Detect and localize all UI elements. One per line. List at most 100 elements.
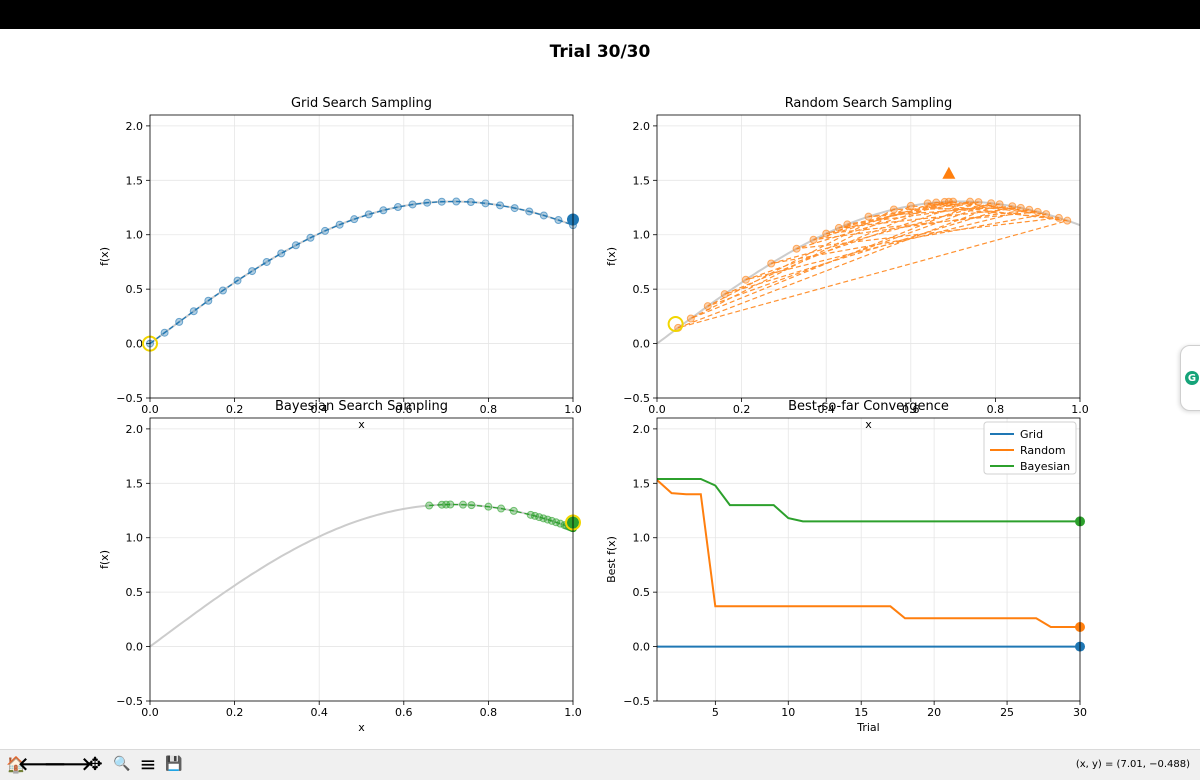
sample-point [1025,205,1034,214]
sample-point [437,500,446,509]
sample-point [452,197,461,206]
true-function-curve [150,200,573,345]
sample-point [262,257,271,266]
back-button[interactable]: 🡐 [18,753,66,775]
x-tick-label: 1.0 [564,706,582,719]
axes-title: Bayesian Search Sampling [275,399,448,414]
sample-point [350,215,359,224]
y-tick-label: 2.0 [633,120,651,133]
sample-point [686,314,695,323]
x-tick-label: 0.4 [310,706,328,719]
plot-toolbar: 🏠 🡐 🡒 ✥ 🔍 ≡ 💾 (x, y) = (7.01, −0.488) [0,749,1200,780]
axes-title: Best-so-far Convergence [788,399,949,414]
sample-point [741,275,750,284]
sample-point [932,198,941,207]
sample-point [291,241,300,250]
figure-suptitle: Trial 30/30 [550,42,651,62]
axes-frame [149,114,574,399]
x-tick-label: 0.0 [141,403,159,416]
sample-point [987,199,996,208]
y-tick-label: 1.0 [633,532,651,545]
save-button[interactable]: 💾 [163,753,185,775]
y-axis-label: f(x) [605,247,618,266]
sample-point [496,201,505,210]
sample-point [510,204,519,213]
sample-point [1016,203,1025,212]
subplot-grid: 0.0 0.2 0.4 0.6 0.8 1.0−0.50.00.51.01.52.0Gri… [98,96,582,431]
zoom-button[interactable]: 🔍 [111,753,133,775]
sample-point [552,518,561,527]
sample-point [437,197,446,206]
sample-point [889,205,898,214]
y-tick-label: 1.5 [633,477,651,490]
sample-point [466,198,475,207]
sliders-icon: ≡ [139,752,157,776]
subplot-convergence: 5 10 15 20 25 30 −0.5 0.0 0.5 1.0 1.5 2.0 Best-so-fa… [605,399,1087,734]
plot-area [150,503,573,648]
sample-point [923,199,932,208]
sample-point [949,197,958,206]
x-tick-label: 5 [712,706,719,719]
sample-point [974,198,983,207]
sample-point [1033,207,1042,216]
y-tick-label: 1.0 [126,532,144,545]
sample-point [843,220,852,229]
x-tick-label: 0.8 [480,403,498,416]
y-tick-label: 0.5 [633,586,651,599]
sample-point [1054,213,1063,222]
sample-point [393,203,402,212]
forward-button[interactable]: 🡒 [44,753,92,775]
sample-point [809,235,818,244]
sample-point [175,317,184,326]
sample-point [995,200,1004,209]
x-tick-label: 30 [1073,706,1087,719]
x-axis-label: x [358,418,365,431]
configure-subplots-button[interactable]: ≡ [137,752,159,776]
y-tick-label: −0.5 [116,392,143,405]
y-tick-label: 1.0 [633,229,651,242]
y-tick-label: 1.5 [126,174,144,187]
axes-frame [149,417,574,702]
x-tick-label: 0.0 [141,706,159,719]
sample-point [767,259,776,268]
y-tick-label: 0.0 [126,641,144,654]
axes-title: Grid Search Sampling [291,96,432,111]
y-tick-label: 1.5 [126,477,144,490]
pan-button[interactable]: ✥ [84,753,106,775]
y-axis-label: f(x) [98,550,111,569]
legend: Grid Random Bayesian [983,421,1077,475]
sample-point [321,226,330,235]
y-tick-label: 2.0 [126,120,144,133]
sample-point [204,296,213,305]
x-tick-label: 25 [1000,706,1014,719]
y-axis-label: Best f(x) [605,536,618,583]
x-tick-label: 0.8 [987,403,1005,416]
figure-canvas: Trial 30/30 0.0 0.2 0.4 0.6 0.8 1.0−0.50.00.5… [98,42,1089,734]
arrow-right-icon: 🡒 [43,753,93,775]
arrow-left-icon: 🡐 [17,753,67,775]
sample-point [442,500,451,509]
axes-frame [656,417,1081,702]
x-tick-label: 1.0 [564,403,582,416]
x-tick-label: 0.8 [480,706,498,719]
y-tick-label: 2.0 [633,423,651,436]
grammarly-side-tab[interactable]: G [1180,345,1200,411]
sample-point [423,198,432,207]
legend-label-random: Random [1020,444,1066,457]
x-tick-label: 15 [854,706,868,719]
x-tick-label: 0.6 [395,403,413,416]
sample-path-line [677,201,1068,329]
magnifier-icon: 🔍 [113,756,131,772]
grammarly-icon: G [1185,371,1199,385]
sample-point [306,233,315,242]
sample-point [459,500,468,509]
plot-area [657,200,1080,345]
home-button[interactable]: 🏠 [5,753,27,775]
x-tick-label: 0.2 [226,706,244,719]
true-function-curve [150,503,573,648]
x-tick-label: 0.4 [310,403,328,416]
x-tick-label: 0.2 [733,403,751,416]
y-tick-label: 0.0 [633,641,651,654]
y-tick-label: −0.5 [623,695,650,708]
y-tick-label: 0.5 [126,586,144,599]
